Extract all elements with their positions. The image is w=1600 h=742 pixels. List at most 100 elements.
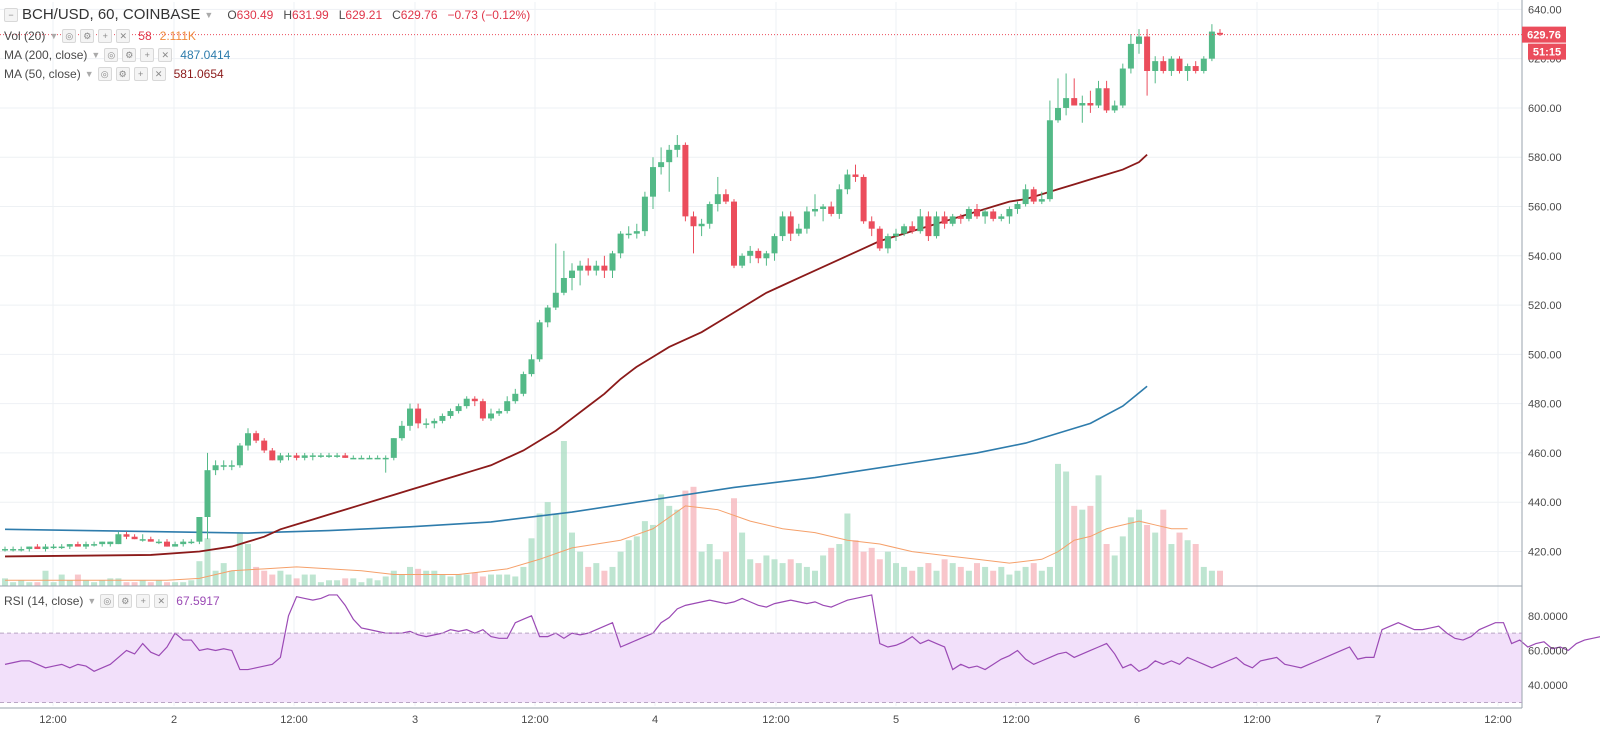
candle-body bbox=[342, 455, 349, 458]
time-tick-label: 12:00 bbox=[762, 714, 790, 726]
candlesticks[interactable] bbox=[2, 24, 1223, 552]
plus-icon[interactable]: + bbox=[98, 29, 113, 43]
volume-bar bbox=[739, 532, 746, 586]
close-icon[interactable]: ✕ bbox=[116, 29, 131, 43]
candle-body bbox=[1111, 105, 1118, 111]
candle-body bbox=[560, 277, 567, 293]
candle-body bbox=[803, 211, 810, 229]
candle-body bbox=[844, 174, 851, 190]
symbol-title[interactable]: BCH/USD, 60, COINBASE bbox=[22, 6, 201, 23]
settings-icon[interactable]: ⚙ bbox=[80, 29, 95, 43]
chevron-down-icon[interactable]: ▼ bbox=[204, 9, 214, 20]
chevron-down-icon[interactable]: ▼ bbox=[87, 596, 97, 606]
candle-body bbox=[674, 144, 681, 150]
volume-bar bbox=[261, 570, 268, 586]
volume-bar bbox=[326, 580, 332, 586]
candle bbox=[1127, 34, 1134, 74]
vol-label[interactable]: Vol (20) bbox=[4, 29, 46, 43]
eye-icon[interactable]: ◎ bbox=[104, 48, 119, 62]
plus-icon[interactable]: + bbox=[140, 48, 155, 62]
candle bbox=[1103, 80, 1110, 113]
close-icon[interactable]: ✕ bbox=[151, 67, 166, 81]
ma50-label[interactable]: MA (50, close) bbox=[4, 67, 81, 81]
rsi-band bbox=[0, 633, 1522, 703]
time-tick-label: 7 bbox=[1375, 714, 1381, 726]
candle-body bbox=[463, 398, 470, 407]
candle bbox=[253, 430, 260, 444]
candle bbox=[552, 243, 559, 311]
candle bbox=[34, 544, 41, 550]
candle-body bbox=[155, 541, 162, 544]
eye-icon[interactable]: ◎ bbox=[97, 67, 112, 81]
candle bbox=[1217, 29, 1223, 36]
plus-icon[interactable]: + bbox=[136, 594, 151, 608]
candle bbox=[196, 517, 203, 545]
chevron-down-icon[interactable]: ▼ bbox=[91, 50, 101, 60]
candle-body bbox=[180, 541, 187, 545]
candle bbox=[982, 208, 989, 224]
candle bbox=[1119, 63, 1126, 108]
candle bbox=[504, 396, 511, 414]
candle bbox=[1038, 191, 1045, 205]
eye-icon[interactable]: ◎ bbox=[62, 29, 77, 43]
volume-bar bbox=[706, 544, 713, 586]
candle bbox=[366, 455, 373, 460]
volume-bar bbox=[439, 574, 446, 586]
candle-body bbox=[739, 255, 746, 266]
volume-bar bbox=[236, 532, 243, 586]
volume-bar bbox=[844, 513, 851, 586]
price-tick-label: 540.00 bbox=[1528, 251, 1562, 263]
volume-bar bbox=[1046, 566, 1053, 586]
time-tick-label: 2 bbox=[171, 714, 177, 726]
candle bbox=[2, 546, 8, 552]
candle bbox=[1200, 56, 1207, 74]
close-icon[interactable]: ✕ bbox=[154, 594, 169, 608]
candle-body bbox=[714, 194, 721, 205]
ma200-label[interactable]: MA (200, close) bbox=[4, 48, 88, 62]
settings-icon[interactable]: ⚙ bbox=[115, 67, 130, 81]
grid-lines bbox=[0, 2, 1522, 706]
candle-body bbox=[925, 216, 932, 237]
eye-icon[interactable]: ◎ bbox=[100, 594, 115, 608]
candle bbox=[625, 226, 632, 239]
candle-body bbox=[1200, 58, 1207, 71]
countdown-tag bbox=[1528, 43, 1566, 60]
volume-bar bbox=[2, 578, 8, 586]
candle-body bbox=[172, 544, 179, 547]
candle-body bbox=[585, 265, 592, 271]
candle-body bbox=[1168, 58, 1175, 71]
chevron-down-icon[interactable]: ▼ bbox=[49, 31, 59, 41]
symbol-header: − BCH/USD, 60, COINBASE ▼ O630.49 H631.9… bbox=[4, 6, 530, 23]
candle-body bbox=[1022, 189, 1029, 205]
close-icon[interactable]: ✕ bbox=[158, 48, 173, 62]
chevron-down-icon[interactable]: ▼ bbox=[84, 69, 94, 79]
candle-body bbox=[188, 541, 195, 544]
candle bbox=[512, 388, 519, 404]
time-tick-label: 4 bbox=[652, 714, 658, 726]
volume-bar bbox=[544, 502, 551, 586]
volume-bar bbox=[123, 582, 130, 586]
candle bbox=[1111, 100, 1118, 113]
volume-bar bbox=[269, 574, 276, 586]
candle bbox=[204, 452, 211, 540]
time-tick-label: 12:00 bbox=[1484, 714, 1512, 726]
candle-body bbox=[812, 208, 818, 212]
candle bbox=[909, 221, 916, 234]
volume-bar bbox=[317, 582, 324, 586]
collapse-icon[interactable]: − bbox=[4, 7, 18, 22]
settings-icon[interactable]: ⚙ bbox=[118, 594, 133, 608]
volume-bar bbox=[34, 582, 41, 586]
volume-bar bbox=[820, 555, 827, 586]
candle-body bbox=[771, 236, 778, 254]
ma200-value: 487.0414 bbox=[180, 48, 231, 62]
volume-bar bbox=[1111, 555, 1118, 586]
candle-body bbox=[1046, 120, 1053, 200]
rsi-label[interactable]: RSI (14, close) bbox=[4, 594, 84, 608]
volume-bar bbox=[350, 578, 357, 586]
settings-icon[interactable]: ⚙ bbox=[122, 48, 137, 62]
plus-icon[interactable]: + bbox=[133, 67, 148, 81]
volume-bar bbox=[860, 551, 867, 586]
candle-body bbox=[1063, 98, 1070, 108]
candle bbox=[577, 260, 584, 286]
